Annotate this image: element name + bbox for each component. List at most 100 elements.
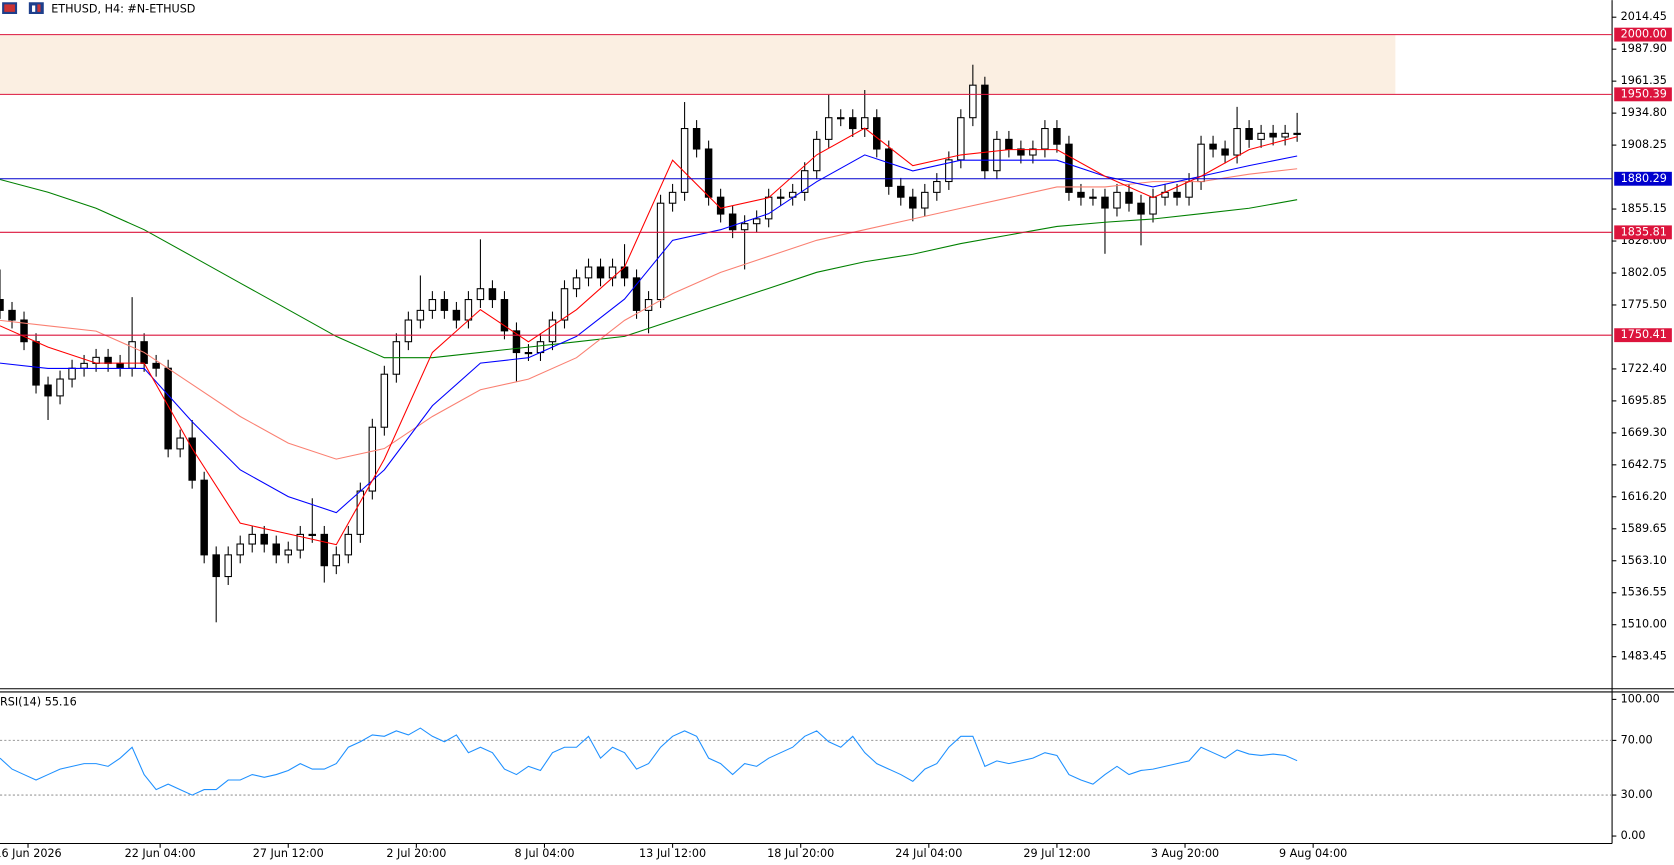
candle-body [1017, 148, 1025, 156]
candle-body [824, 117, 833, 140]
candle-body [200, 479, 208, 556]
candle-body [728, 213, 737, 231]
candle-body [1293, 132, 1301, 135]
candle-body [524, 352, 533, 355]
x-tick-label: 9 Aug 04:00 [1279, 847, 1347, 860]
rsi-line [0, 727, 1298, 796]
level-label-box [1614, 27, 1672, 42]
y-tick-label: 1510.00 [1621, 618, 1667, 631]
candle-body [776, 196, 785, 199]
candle-body [861, 117, 869, 130]
candle-body [380, 373, 389, 428]
candle-body [176, 437, 184, 450]
candle-body [909, 196, 917, 209]
moving-average [0, 168, 1298, 460]
x-tick-label: 22 Jun 04:00 [125, 847, 196, 860]
candle-body [897, 185, 905, 198]
candle-body [224, 554, 232, 578]
level-label-box [1614, 171, 1672, 186]
candle-body [308, 533, 317, 536]
candle-body [1137, 202, 1145, 215]
candle-body [272, 543, 280, 556]
candle-body [104, 356, 112, 364]
candle-body [320, 533, 329, 567]
y-tick-label: 1802.05 [1621, 266, 1667, 279]
chart-title: ETHUSD, H4: #N-ETHUSD [51, 3, 195, 16]
candle-body [404, 319, 413, 343]
y-tick-label: 1722.40 [1621, 362, 1667, 375]
y-tick-label: 1669.30 [1621, 426, 1667, 439]
candle-body [764, 196, 773, 220]
candle-body [1245, 128, 1253, 140]
y-tick-label: 1536.55 [1621, 586, 1667, 599]
candle-body [572, 277, 581, 290]
candle-body [248, 533, 256, 545]
candle-body [1209, 143, 1217, 150]
candle-body [584, 266, 593, 279]
candle-body [1173, 191, 1181, 198]
moving-average [0, 127, 1298, 546]
candle-body [464, 299, 473, 321]
level-label-box [1614, 328, 1672, 343]
candle-body [933, 180, 941, 193]
candle-body [1233, 128, 1241, 156]
level-label: 1750.41 [1621, 328, 1667, 341]
candle-body [993, 138, 1001, 172]
y-tick-label: 1589.65 [1621, 522, 1667, 535]
candle-body [1185, 180, 1193, 198]
candle-body [260, 533, 268, 545]
candle-body [1125, 191, 1133, 204]
candle-body [1113, 191, 1121, 209]
candle-body [164, 367, 172, 450]
candle-body [692, 128, 701, 150]
y-tick-label: 1961.35 [1621, 74, 1667, 87]
x-tick-label: 24 Jul 04:00 [895, 847, 962, 860]
x-tick-label: 3 Aug 20:00 [1151, 847, 1219, 860]
candle-body [1041, 128, 1049, 150]
moving-average [0, 154, 1298, 514]
candle-body [1269, 132, 1277, 138]
candle-body [56, 378, 64, 397]
y-tick-label: 1934.80 [1621, 106, 1667, 119]
level-label: 1950.39 [1621, 87, 1667, 100]
x-tick-label: 18 Jul 20:00 [767, 847, 834, 860]
candle-body [488, 288, 497, 301]
candle-body [32, 341, 40, 386]
x-tick-label: 29 Jul 12:00 [1023, 847, 1090, 860]
candle-body [1089, 196, 1097, 199]
candle-body [296, 533, 304, 551]
candles [0, 64, 1301, 623]
candle-body [1149, 196, 1157, 215]
y-tick-label: 1642.75 [1621, 458, 1667, 471]
candle-body [80, 362, 88, 369]
y-tick-label: 1987.90 [1621, 42, 1667, 55]
candle-body [1029, 148, 1037, 156]
candle-body [668, 191, 677, 204]
level-label-box [1614, 87, 1672, 102]
y-tick-label: 1563.10 [1621, 554, 1667, 567]
candle-body [500, 299, 509, 332]
candle-body [0, 299, 4, 311]
candle-body [68, 367, 76, 380]
icon [37, 4, 41, 12]
candle-body [236, 543, 244, 556]
candle-body [20, 319, 28, 343]
y-tick-label: 70.00 [1621, 733, 1653, 746]
level-label-box [1614, 225, 1672, 240]
zone [0, 34, 1396, 95]
candle-body [368, 426, 377, 492]
candle-body [885, 148, 893, 187]
y-tick-label: 1775.50 [1621, 298, 1667, 311]
icon [28, 2, 44, 15]
candle-body [116, 362, 124, 369]
candle-body [512, 330, 521, 354]
icon [4, 4, 15, 12]
candle-body [656, 202, 665, 301]
candle-body [188, 437, 196, 481]
candle-body [800, 170, 809, 193]
level-label: 2000.00 [1621, 28, 1667, 41]
candle-body [969, 84, 977, 119]
